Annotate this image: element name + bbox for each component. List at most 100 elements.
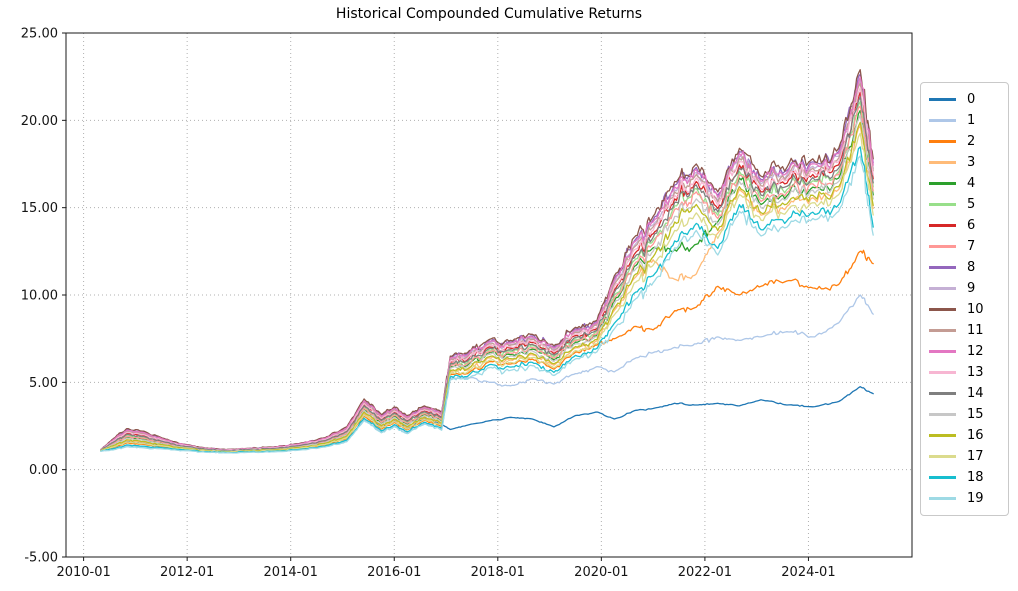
legend-line-sample bbox=[929, 350, 956, 353]
legend-label: 14 bbox=[967, 386, 984, 401]
legend-label: 7 bbox=[967, 239, 976, 254]
series-line-9 bbox=[100, 79, 874, 451]
legend-line-sample bbox=[929, 497, 956, 500]
legend-label: 10 bbox=[967, 302, 984, 317]
series-line-19 bbox=[100, 155, 874, 454]
legend-line-sample bbox=[929, 434, 956, 437]
legend-label: 5 bbox=[967, 197, 976, 212]
legend-line-sample bbox=[929, 182, 956, 185]
legend-item-0: 0 bbox=[929, 89, 1008, 110]
series-line-0 bbox=[100, 386, 874, 453]
legend-item-2: 2 bbox=[929, 131, 1008, 152]
y-tick-label: 20.00 bbox=[21, 114, 58, 129]
series-line-15 bbox=[100, 114, 874, 453]
legend-item-10: 10 bbox=[929, 299, 1008, 320]
legend-label: 19 bbox=[967, 491, 984, 506]
legend-label: 3 bbox=[967, 155, 976, 170]
x-tick-label: 2012-01 bbox=[160, 565, 214, 580]
legend-label: 2 bbox=[967, 134, 976, 149]
series-line-3 bbox=[100, 125, 874, 453]
grid-layer bbox=[66, 32, 912, 558]
legend-line-sample bbox=[929, 308, 956, 311]
x-tick-label: 2024-01 bbox=[781, 565, 835, 580]
legend-line-sample bbox=[929, 119, 956, 122]
legend-line-sample bbox=[929, 140, 956, 143]
series-line-13 bbox=[100, 87, 874, 452]
legend-item-11: 11 bbox=[929, 320, 1008, 341]
y-tick-label: 0.00 bbox=[29, 463, 58, 478]
y-tick-label: 5.00 bbox=[29, 376, 58, 391]
x-tick-label: 2018-01 bbox=[471, 565, 525, 580]
x-tick-label: 2016-01 bbox=[367, 565, 421, 580]
legend-item-12: 12 bbox=[929, 341, 1008, 362]
legend-line-sample bbox=[929, 455, 956, 458]
legend-line-sample bbox=[929, 392, 956, 395]
legend-item-3: 3 bbox=[929, 152, 1008, 173]
legend-item-16: 16 bbox=[929, 425, 1008, 446]
series-line-5 bbox=[100, 100, 874, 452]
legend-item-5: 5 bbox=[929, 194, 1008, 215]
legend-line-sample bbox=[929, 98, 956, 101]
legend-item-15: 15 bbox=[929, 404, 1008, 425]
legend-line-sample bbox=[929, 476, 956, 479]
legend-item-9: 9 bbox=[929, 278, 1008, 299]
legend-label: 15 bbox=[967, 407, 984, 422]
axes-box bbox=[65, 32, 913, 558]
legend-item-4: 4 bbox=[929, 173, 1008, 194]
y-tick-label: 15.00 bbox=[21, 201, 58, 216]
y-tick-label: -5.00 bbox=[24, 551, 58, 566]
series-line-1 bbox=[100, 294, 874, 454]
series-line-6 bbox=[100, 91, 874, 452]
legend-item-7: 7 bbox=[929, 236, 1008, 257]
chart-legend: 0 1 2 3 4 5 6 7 8 9 10 11 12 13 14 15 16 17 18 19 bbox=[920, 82, 1009, 516]
legend-item-1: 1 bbox=[929, 110, 1008, 131]
legend-label: 13 bbox=[967, 365, 984, 380]
legend-item-8: 8 bbox=[929, 257, 1008, 278]
legend-label: 0 bbox=[967, 92, 976, 107]
legend-line-sample bbox=[929, 266, 956, 269]
series-line-10 bbox=[100, 69, 874, 451]
legend-line-sample bbox=[929, 413, 956, 416]
legend-line-sample bbox=[929, 371, 956, 374]
legend-label: 6 bbox=[967, 218, 976, 233]
legend-line-sample bbox=[929, 287, 956, 290]
x-tick-label: 2022-01 bbox=[678, 565, 732, 580]
legend-label: 1 bbox=[967, 113, 976, 128]
y-tick-label: 25.00 bbox=[21, 27, 58, 42]
legend-line-sample bbox=[929, 245, 956, 248]
legend-label: 11 bbox=[967, 323, 984, 338]
x-tick-label: 2014-01 bbox=[264, 565, 318, 580]
series-layer bbox=[100, 69, 874, 454]
legend-label: 17 bbox=[967, 449, 984, 464]
legend-label: 9 bbox=[967, 281, 976, 296]
series-line-17 bbox=[100, 132, 874, 453]
axis-layer: 25.00 20.00 15.00 10.00 5.00 0.00 -5.002010-01… bbox=[21, 27, 836, 581]
x-tick-label: 2010-01 bbox=[56, 565, 110, 580]
x-tick-label: 2020-01 bbox=[574, 565, 628, 580]
chart-title: Historical Compounded Cumulative Returns bbox=[335, 6, 643, 22]
legend-label: 12 bbox=[967, 344, 984, 359]
legend-item-6: 6 bbox=[929, 215, 1008, 236]
series-line-7 bbox=[100, 105, 874, 453]
legend-item-18: 18 bbox=[929, 467, 1008, 488]
legend-item-14: 14 bbox=[929, 383, 1008, 404]
legend-label: 8 bbox=[967, 260, 976, 275]
series-line-8 bbox=[100, 73, 874, 451]
legend-label: 16 bbox=[967, 428, 984, 443]
y-tick-label: 10.00 bbox=[21, 289, 58, 304]
series-line-12 bbox=[100, 76, 874, 451]
series-line-18 bbox=[100, 146, 874, 454]
legend-label: 4 bbox=[967, 176, 976, 191]
series-line-11 bbox=[100, 82, 874, 452]
legend-item-13: 13 bbox=[929, 362, 1008, 383]
legend-item-19: 19 bbox=[929, 488, 1008, 509]
legend-label: 18 bbox=[967, 470, 984, 485]
legend-line-sample bbox=[929, 329, 956, 332]
legend-item-17: 17 bbox=[929, 446, 1008, 467]
legend-line-sample bbox=[929, 161, 956, 164]
legend-line-sample bbox=[929, 224, 956, 227]
legend-line-sample bbox=[929, 203, 956, 206]
series-line-14 bbox=[100, 96, 874, 452]
